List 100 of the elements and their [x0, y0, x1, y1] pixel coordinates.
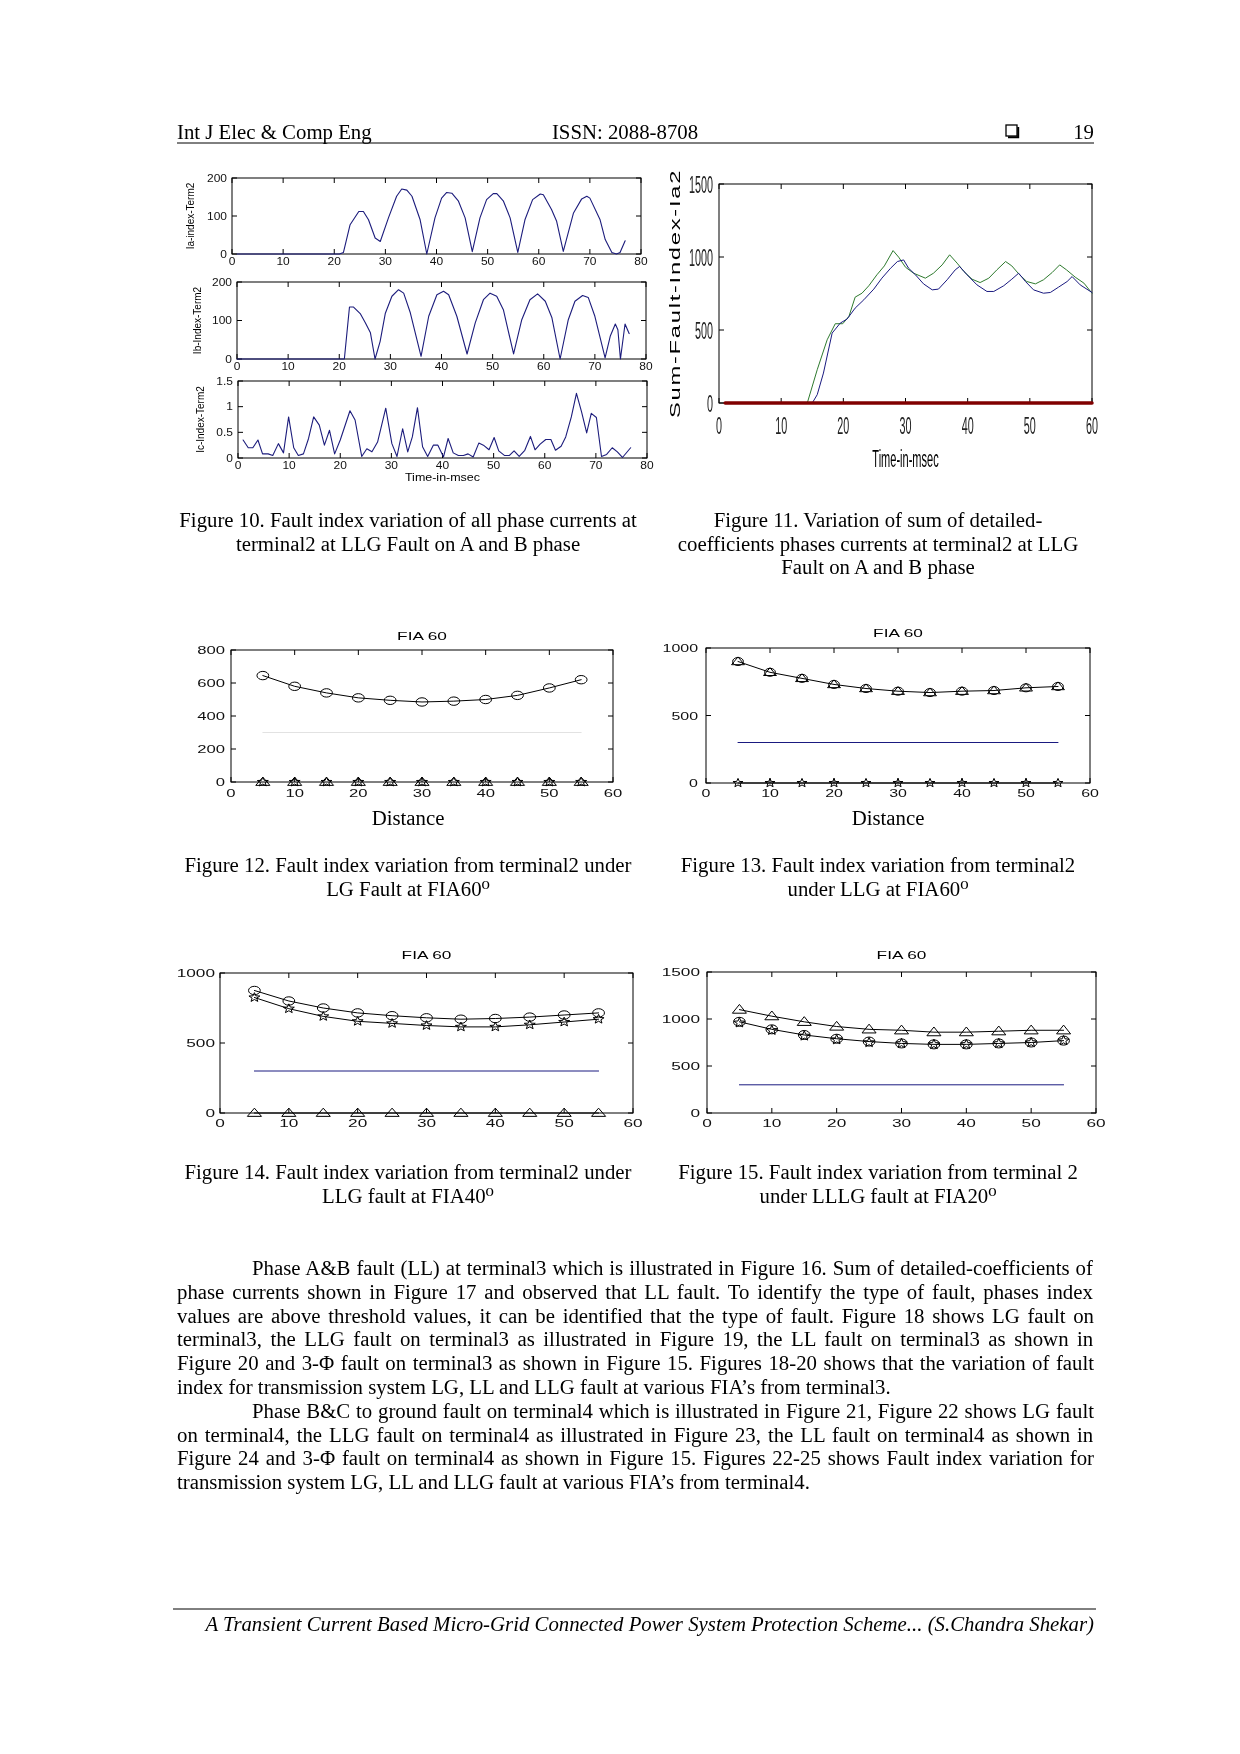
x-tick-label: 50 [485, 361, 500, 372]
x-tick-label: 50 [480, 256, 495, 268]
x-tick-label: 50 [1023, 411, 1036, 439]
point [924, 777, 936, 788]
x-tick-label: 60 [1086, 1116, 1106, 1130]
x-tick-label: 80 [634, 256, 648, 268]
x-tick-label: 10 [276, 256, 290, 268]
x-axis-title: Distance [851, 805, 925, 829]
point [574, 675, 588, 685]
x-tick-label: 30 [412, 786, 432, 800]
point [1052, 777, 1064, 788]
y-tick-label: 100 [212, 315, 232, 326]
x-tick-label: 0 [234, 459, 242, 471]
text: A Transient Current Based Micro-Grid Connected Power System Protection Scheme... (S.Chandra Shekar) [203, 1611, 1095, 1636]
text: 19 [1073, 119, 1094, 143]
x-tick-label: 40 [953, 787, 972, 800]
x-tick-label: 10 [762, 1116, 782, 1130]
x-tick-label: 10 [285, 786, 304, 800]
line-series [236, 289, 630, 360]
point [860, 777, 872, 788]
y-axis-title: Ia-index-Term2 [184, 182, 196, 250]
y-axis-title: Ic-Index-Term2 [194, 385, 206, 453]
caption: Figure 15. Fault index variation from terminal 2 under LLLG fault at FIA20⁰ [678, 1159, 1078, 1207]
chart-title: FIA 60 [397, 629, 447, 642]
y-tick-label: 100 [207, 210, 227, 222]
point [523, 1019, 536, 1030]
point [351, 693, 365, 703]
y-tick-label: 200 [197, 742, 226, 756]
x-tick-label: 20 [837, 411, 850, 439]
x-tick-label: 60 [532, 256, 546, 268]
y-tick-label: 0 [690, 1106, 700, 1120]
x-tick-label: 70 [589, 459, 603, 471]
x-tick-label: 30 [889, 787, 908, 800]
y-tick-label: 600 [197, 676, 226, 690]
point [892, 777, 904, 788]
y-tick-label: 0 [220, 248, 227, 260]
x-tick-label: 40 [434, 361, 449, 372]
x-tick-label: 60 [1086, 411, 1098, 439]
point [828, 777, 840, 788]
y-tick-label: 400 [197, 709, 226, 723]
x-tick-label: 60 [623, 1116, 643, 1130]
point [317, 1011, 330, 1021]
caption: Figure 14. Fault index variation from terminal2 under LLG fault at FIA40⁰ [184, 1159, 632, 1207]
x-axis-title: Time-in-msec [872, 444, 939, 472]
y-tick-label: 1000 [661, 1012, 700, 1026]
x-tick-label: 80 [640, 459, 654, 471]
x-tick-label: 20 [348, 1116, 368, 1130]
y-tick-label: 1 [226, 401, 233, 413]
x-tick-label: 20 [827, 1116, 847, 1130]
point [320, 688, 333, 698]
y-tick-label: 1500 [688, 170, 713, 198]
x-tick-label: 40 [476, 786, 495, 800]
point [282, 1003, 295, 1014]
y-tick-label: 0 [707, 389, 713, 417]
x-tick-label: 20 [333, 459, 347, 471]
text: Int J Elec & Comp Eng [177, 119, 372, 144]
y-axis-title: Ib-Index-Term2 [191, 286, 203, 355]
chart-title: FIA 60 [876, 948, 927, 962]
x-tick-label: 50 [540, 786, 559, 800]
point [383, 695, 397, 706]
x-tick-label: 30 [416, 1116, 437, 1130]
x-tick-label: 10 [775, 411, 788, 439]
line-series [242, 392, 632, 459]
point [288, 681, 302, 691]
text: Phase B&C to ground fault on terminal4 which is illustrated in Figure 21, Figure 22 shows LG fault on terminal4, the LLG fault on terminal4 as illustrated in Figure 23, the LL fault on terminal4 as shown in Figure 24 and 3-Φ fault on terminal4 as shown in Figure 15. Figures 22-25 shows Fault index variation for transmission system LG, LL and LLG fault at various FIA’s from terminal4. [177, 1398, 1095, 1494]
point [523, 1012, 537, 1022]
x-tick-label: 10 [279, 1116, 299, 1130]
chart-title: FIA 60 [873, 627, 923, 640]
x-axis-title: Distance [371, 805, 445, 829]
y-axis-title: Sum-Fault-Index-Ia2 [667, 168, 683, 419]
x-tick-label: 30 [384, 459, 399, 471]
point [385, 1011, 399, 1021]
x-tick-label: 50 [1017, 787, 1036, 800]
text: ISSN: 2088-8708 [551, 119, 699, 143]
caption: Figure 10. Fault index variation of all phase currents at terminal2 at LLG Fault on A and B phase [179, 507, 637, 556]
x-tick-label: 30 [891, 1116, 912, 1130]
x-tick-label: 60 [538, 459, 552, 471]
point [557, 1010, 571, 1020]
point [351, 1015, 364, 1026]
point [386, 1018, 399, 1028]
point [764, 777, 776, 788]
point [248, 992, 261, 1002]
y-tick-label: 500 [186, 1036, 215, 1050]
x-tick-label: 40 [956, 1116, 976, 1130]
x-tick-label: 60 [1081, 787, 1100, 800]
x-tick-label: 20 [327, 256, 341, 268]
line-series [236, 188, 626, 255]
y-tick-label: 200 [207, 172, 227, 184]
point [420, 1020, 433, 1030]
point [1020, 777, 1032, 788]
x-tick-label: 40 [485, 1116, 505, 1130]
x-axis-title: Time-in-msec [404, 472, 481, 483]
chart-title: FIA 60 [401, 948, 452, 962]
y-tick-label: 800 [197, 643, 226, 657]
x-tick-label: 30 [383, 361, 398, 372]
x-tick-label: 40 [435, 459, 450, 471]
point [511, 690, 524, 701]
y-tick-label: 500 [671, 1059, 700, 1073]
x-tick-label: 40 [429, 256, 444, 268]
y-tick-label: 0.5 [216, 426, 233, 438]
